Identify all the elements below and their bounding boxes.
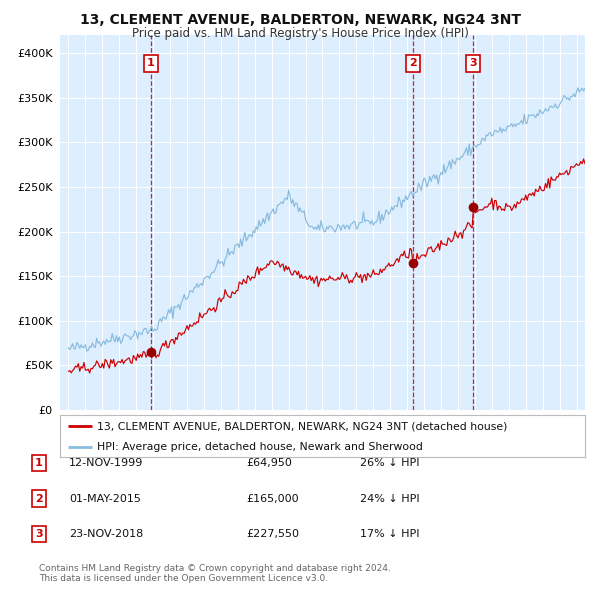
- Text: 13, CLEMENT AVENUE, BALDERTON, NEWARK, NG24 3NT (detached house): 13, CLEMENT AVENUE, BALDERTON, NEWARK, N…: [97, 421, 507, 431]
- Text: 01-MAY-2015: 01-MAY-2015: [69, 494, 141, 503]
- Text: 12-NOV-1999: 12-NOV-1999: [69, 458, 143, 468]
- Text: HPI: Average price, detached house, Newark and Sherwood: HPI: Average price, detached house, Newa…: [97, 442, 422, 451]
- Text: Contains HM Land Registry data © Crown copyright and database right 2024.
This d: Contains HM Land Registry data © Crown c…: [39, 563, 391, 583]
- Text: 3: 3: [469, 58, 477, 68]
- Text: 1: 1: [147, 58, 155, 68]
- Text: £227,550: £227,550: [246, 529, 299, 539]
- Text: 23-NOV-2018: 23-NOV-2018: [69, 529, 143, 539]
- Text: 2: 2: [409, 58, 416, 68]
- Text: £64,950: £64,950: [246, 458, 292, 468]
- Text: 24% ↓ HPI: 24% ↓ HPI: [360, 494, 419, 503]
- Text: 2: 2: [35, 494, 43, 503]
- Text: 1: 1: [35, 458, 43, 468]
- Text: 17% ↓ HPI: 17% ↓ HPI: [360, 529, 419, 539]
- Text: £165,000: £165,000: [246, 494, 299, 503]
- Text: Price paid vs. HM Land Registry's House Price Index (HPI): Price paid vs. HM Land Registry's House …: [131, 27, 469, 40]
- Text: 13, CLEMENT AVENUE, BALDERTON, NEWARK, NG24 3NT: 13, CLEMENT AVENUE, BALDERTON, NEWARK, N…: [79, 13, 521, 27]
- Text: 3: 3: [35, 529, 43, 539]
- Text: 26% ↓ HPI: 26% ↓ HPI: [360, 458, 419, 468]
